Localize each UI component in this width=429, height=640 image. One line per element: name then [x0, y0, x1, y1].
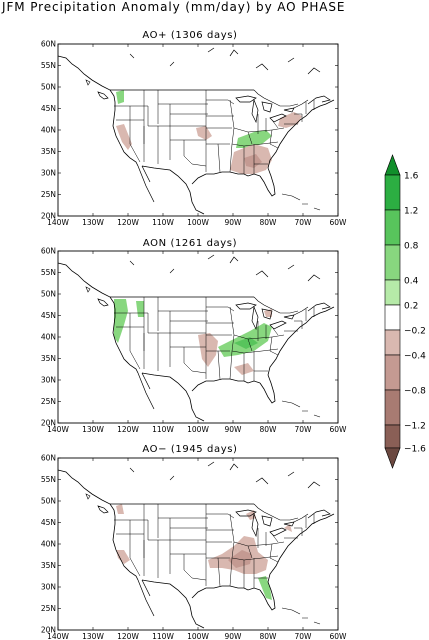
lon-tick-label: 120W: [117, 425, 139, 434]
colorbar-label: −1.6: [404, 445, 426, 455]
lat-tick-label: 55N: [41, 475, 56, 484]
colorbar-segment: [384, 424, 401, 449]
lon-tick-label: 60W: [330, 425, 348, 434]
colorbar-label: −0.4: [404, 352, 426, 362]
lon-tick-label: 130W: [82, 218, 104, 227]
lat-tick-label: 20N: [41, 212, 56, 221]
lon-tick-label: 140W: [47, 218, 69, 227]
lon-tick-label: 140W: [47, 425, 69, 434]
lat-tick-label: 25N: [41, 397, 56, 406]
anomaly-region: [116, 504, 124, 514]
colorbar-label: 0.8: [404, 242, 419, 252]
lat-tick-label: 50N: [41, 497, 56, 506]
colorbar-segment: [384, 279, 401, 306]
map-panel-1: 140W 130W 120W 110W 100W 90W 80W 70W 60W 60N 55N 50…: [41, 40, 347, 227]
lat-tick-label: 50N: [41, 290, 56, 299]
colorbar-label: 0.4: [404, 277, 419, 287]
lat-tick-label: 35N: [41, 147, 56, 156]
lat-tick-label: 30N: [41, 376, 56, 385]
colorbar-segment: [384, 329, 401, 356]
lon-tick-label: 130W: [82, 425, 104, 434]
anomaly-region: [284, 524, 292, 532]
lat-tick-label: 30N: [41, 583, 56, 592]
lon-tick-label: 110W: [152, 425, 174, 434]
colorbar-segment: [384, 354, 401, 391]
lat-tick-label: 40N: [41, 540, 56, 549]
anomaly-region: [236, 130, 272, 148]
colorbar-min-arrow: [384, 447, 401, 469]
lon-tick-label: 90W: [225, 425, 243, 434]
colorbar-label: 1.2: [404, 207, 418, 217]
lon-tick-label: 90W: [225, 632, 243, 640]
colorbar: 1.6 1.2 0.8 0.4 0.2 −0.2 −0.4 −0.8 −1.2 −1.6: [384, 154, 426, 469]
lon-tick-label: 80W: [260, 425, 278, 434]
colorbar-segment: [384, 244, 401, 281]
figure-title: JFM Precipitation Anomaly (mm/day) by AO…: [2, 0, 346, 14]
lat-tick-label: 40N: [41, 333, 56, 342]
colorbar-label: 0.2: [404, 302, 418, 312]
anomaly-region: [116, 124, 132, 150]
lon-tick-label: 60W: [330, 218, 348, 227]
colorbar-max-arrow: [384, 154, 401, 176]
lat-tick-label: 35N: [41, 561, 56, 570]
panel-title-ao-positive: AO+ (1306 days): [142, 30, 238, 41]
lat-tick-label: 25N: [41, 604, 56, 613]
anomaly-region: [264, 309, 272, 317]
lat-tick-label: 55N: [41, 268, 56, 277]
map-panel-2: 140W 130W 120W 110W 100W 90W 80W 70W 60W 60N 55N 50…: [41, 247, 347, 434]
colorbar-segment: [384, 209, 401, 246]
anomaly-region: [258, 576, 272, 600]
lat-tick-label: 60N: [41, 247, 56, 256]
lat-tick-label: 55N: [41, 61, 56, 70]
anomaly-region: [244, 154, 262, 168]
lat-tick-label: 30N: [41, 169, 56, 178]
colorbar-segment: [384, 304, 401, 331]
anomaly-region: [228, 550, 252, 568]
lon-tick-label: 110W: [152, 632, 174, 640]
panel-title-ao-neutral: AON (1261 days): [142, 238, 238, 249]
lat-tick-label: 50N: [41, 83, 56, 92]
colorbar-label: 1.6: [404, 172, 419, 182]
lat-tick-label: 20N: [41, 626, 56, 635]
lon-tick-label: 130W: [82, 632, 104, 640]
anomaly-region: [198, 333, 218, 367]
lon-tick-label: 90W: [225, 218, 243, 227]
lat-tick-label: 25N: [41, 190, 56, 199]
lat-tick-label: 35N: [41, 354, 56, 363]
lon-tick-label: 70W: [295, 218, 313, 227]
lon-tick-label: 100W: [187, 425, 209, 434]
lat-tick-label: 60N: [41, 454, 56, 463]
lon-tick-label: 80W: [260, 632, 278, 640]
anomaly-region: [116, 550, 130, 564]
lat-tick-label: 60N: [41, 40, 56, 49]
lat-tick-label: 45N: [41, 518, 56, 527]
lon-tick-label: 120W: [117, 632, 139, 640]
lon-tick-label: 110W: [152, 218, 174, 227]
lon-tick-label: 70W: [295, 425, 313, 434]
anomaly-region: [234, 337, 258, 349]
lon-tick-label: 120W: [117, 218, 139, 227]
lat-tick-label: 45N: [41, 311, 56, 320]
colorbar-label: −0.8: [404, 387, 426, 397]
lon-tick-label: 70W: [295, 632, 313, 640]
colorbar-label: −0.2: [404, 327, 426, 337]
lat-tick-label: 40N: [41, 126, 56, 135]
anomaly-region: [196, 126, 212, 140]
colorbar-label: −1.2: [404, 422, 426, 432]
lon-tick-label: 80W: [260, 218, 278, 227]
lat-tick-label: 20N: [41, 419, 56, 428]
lon-tick-label: 140W: [47, 632, 69, 640]
panel-title-ao-negative: AO− (1945 days): [142, 444, 238, 455]
lon-tick-label: 100W: [187, 632, 209, 640]
colorbar-segment: [384, 174, 401, 211]
map-panel-3: 140W 130W 120W 110W 100W 90W 80W 70W 60W 60N 55N 50…: [41, 454, 347, 640]
lon-tick-label: 60W: [330, 632, 348, 640]
anomaly-region: [116, 90, 124, 104]
colorbar-segment: [384, 389, 401, 426]
anomaly-region: [114, 299, 128, 343]
lon-tick-label: 100W: [187, 218, 209, 227]
lat-tick-label: 45N: [41, 104, 56, 113]
